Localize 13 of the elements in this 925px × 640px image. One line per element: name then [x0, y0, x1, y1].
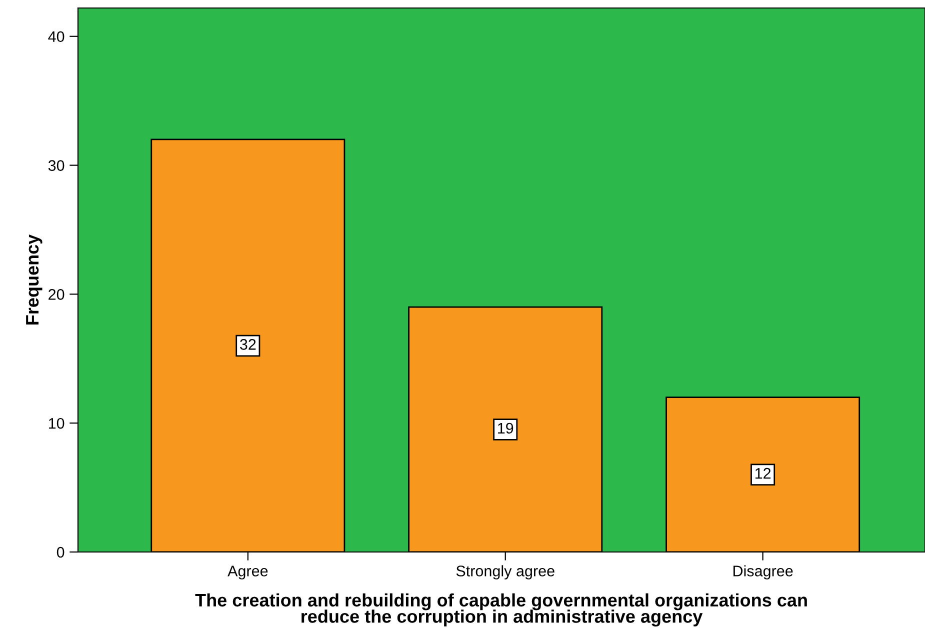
- x-axis-title: The creation and rebuilding of capable governmental organizations can reduce the corruption in administrative agency: [195, 593, 807, 626]
- y-tick-label: 10: [48, 418, 64, 429]
- data-label: 19: [498, 422, 514, 434]
- data-label: 12: [755, 468, 771, 479]
- x-tick-label: Agree: [228, 566, 268, 580]
- y-tick-label: 0: [56, 546, 64, 558]
- y-axis-title: Frequency: [26, 234, 42, 324]
- x-tick-label: Disagree: [733, 565, 793, 580]
- y-tick-label: 20: [48, 289, 64, 300]
- y-tick-label: 40: [48, 31, 64, 42]
- data-label: 32: [240, 339, 256, 350]
- x-tick-label: Strongly agree: [456, 565, 554, 580]
- y-tick-label: 30: [48, 160, 64, 171]
